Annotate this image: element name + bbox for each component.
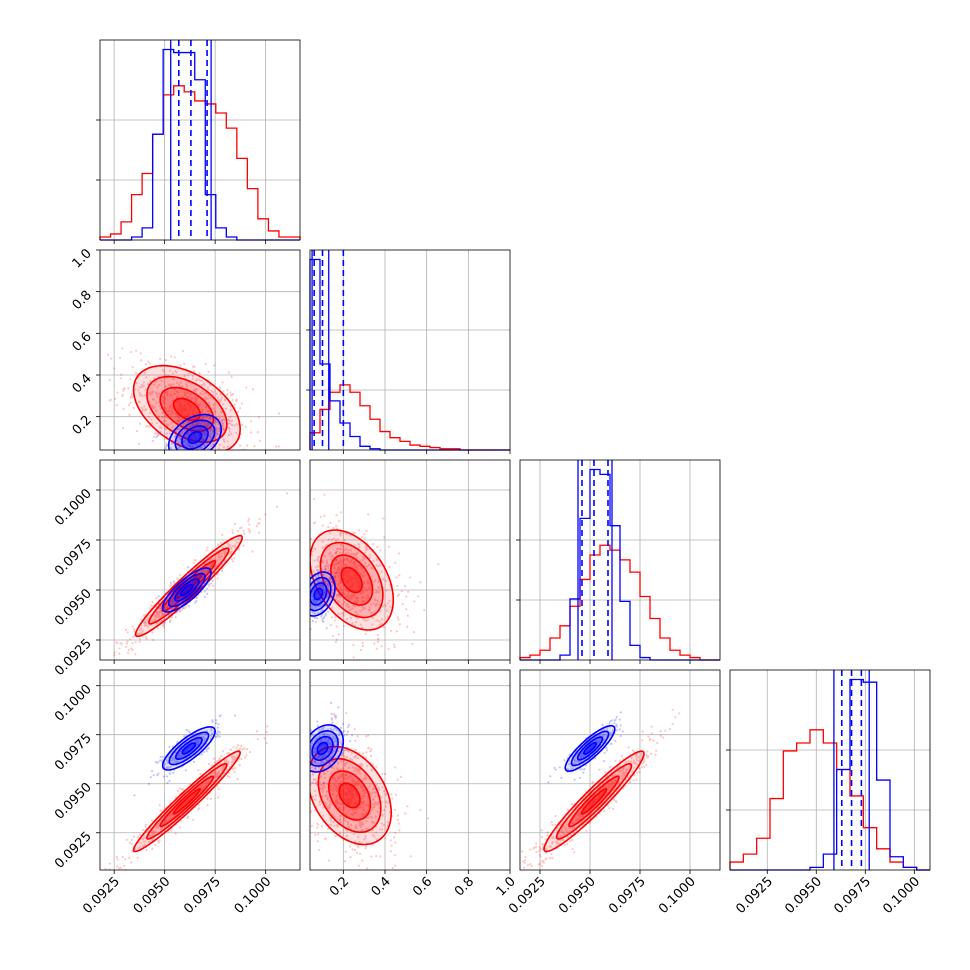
y-tick-label: 0.0975 [52, 731, 95, 774]
x-tick-label: 0.6 [410, 874, 435, 899]
y-tick-label: 0.0925 [52, 636, 95, 679]
density-contour [583, 741, 597, 755]
density-contour [338, 782, 361, 809]
scatter-panel-3-2 [519, 669, 721, 871]
density-contour [180, 425, 209, 450]
contours-blue [310, 571, 336, 617]
density-contour [329, 554, 374, 606]
density-contour [187, 431, 203, 444]
y-tick-label: 0.0950 [52, 780, 95, 823]
density-contour [310, 529, 395, 631]
contours-blue [564, 724, 616, 773]
density-contour [327, 770, 372, 821]
histogram-red-series [519, 544, 720, 661]
x-tick-label: 0.2 [327, 874, 352, 899]
y-tick-label: 1.0 [70, 246, 95, 271]
x-tick-label: 0.8 [452, 874, 477, 899]
density-contour [167, 572, 206, 608]
histogram-red-series [99, 85, 301, 240]
contours-red [543, 750, 645, 853]
histogram-panel-2 [516, 459, 721, 661]
histogram-panel-1 [306, 249, 511, 451]
panel-frame [309, 249, 511, 451]
density-contour [319, 541, 384, 619]
density-contour [161, 567, 212, 613]
contours-red [310, 529, 395, 631]
panel-frame [99, 39, 301, 241]
y-tick-label: 0.1000 [52, 682, 95, 725]
density-contour [180, 583, 194, 597]
y-tick-label: 0.8 [70, 288, 95, 313]
contours-blue [161, 726, 217, 771]
density-contour [580, 787, 608, 815]
density-contour [310, 745, 393, 846]
x-tick-label: 1.0 [494, 874, 519, 899]
contours-blue [161, 567, 212, 613]
x-tick-label: 0.1000 [880, 874, 923, 917]
y-tick-label: 0.2 [70, 413, 95, 438]
y-tick-label: 0.0950 [52, 586, 95, 629]
panel-frame [729, 669, 931, 871]
histogram-panel-0 [96, 39, 301, 241]
histogram-red-series [309, 384, 510, 451]
histogram-panel-3 [726, 669, 931, 871]
density-contour [310, 582, 328, 606]
density-contour [316, 741, 329, 756]
density-contour [313, 587, 324, 601]
x-tick-label: 0.1000 [656, 874, 699, 917]
density-contour [168, 731, 210, 766]
x-tick-label: 0.0925 [733, 874, 776, 917]
density-contour [161, 726, 217, 771]
y-tick-label: 0.0925 [52, 829, 95, 872]
density-contour [181, 742, 197, 755]
density-contour [146, 763, 228, 840]
y-tick-label: 0.6 [70, 330, 95, 355]
x-tick-label: 0.0975 [606, 874, 649, 917]
density-contour [570, 730, 610, 767]
density-contour [340, 566, 363, 594]
histogram-red-series [729, 729, 930, 871]
scatter-panel-2-1 [309, 459, 511, 661]
panel-frame [99, 249, 301, 451]
y-tick-label: 0.4 [70, 371, 95, 396]
x-tick-label: 0.0975 [181, 874, 224, 917]
y-tick-label: 0.0975 [52, 536, 95, 579]
panel-frame [519, 669, 721, 871]
contours-red [132, 750, 242, 853]
scatter-panel-3-1 [309, 669, 511, 871]
x-tick-label: 0.0925 [80, 874, 123, 917]
x-tick-label: 0.4 [369, 874, 394, 899]
panel-frame [99, 669, 301, 871]
density-contour [555, 762, 633, 840]
density-contour [172, 788, 202, 815]
x-tick-label: 0.0950 [131, 874, 174, 917]
histogram-blue-series [309, 258, 510, 451]
histogram-blue-series [730, 678, 930, 871]
panel-frame [309, 459, 511, 661]
scatter-panel-3-0 [99, 669, 301, 871]
panel-frame [309, 669, 511, 871]
density-contour [311, 735, 334, 761]
density-contour [132, 364, 242, 450]
panel-frame [99, 459, 301, 661]
density-contour [317, 757, 382, 833]
x-tick-label: 0.1000 [232, 874, 275, 917]
density-contour [172, 397, 202, 422]
contours-blue [167, 413, 223, 450]
contours-blue [310, 724, 345, 773]
x-tick-label: 0.0950 [556, 874, 599, 917]
x-tick-label: 0.0975 [831, 874, 874, 917]
contours-red [310, 745, 393, 846]
x-tick-label: 0.0950 [782, 874, 825, 917]
scatter-panel-1-0 [99, 249, 301, 451]
histogram-blue-series [100, 48, 300, 241]
y-tick-label: 0.1000 [52, 486, 95, 529]
panel-frame [519, 459, 721, 661]
density-contour [146, 375, 228, 444]
scatter-panel-2-0 [99, 459, 301, 661]
